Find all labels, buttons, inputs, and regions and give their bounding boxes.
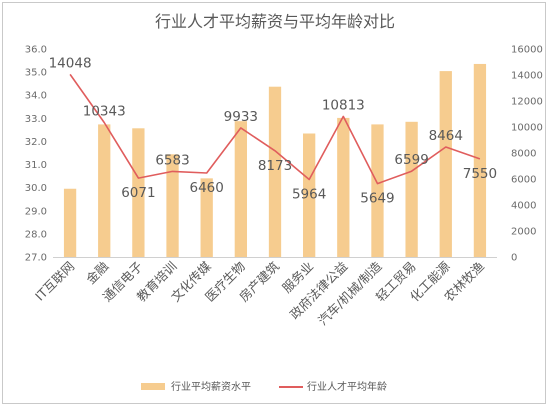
bar xyxy=(268,86,282,257)
right-tick-label: 12000 xyxy=(511,97,543,108)
bar xyxy=(98,124,111,258)
data-label: 7550 xyxy=(463,166,497,182)
right-tick-label: 4000 xyxy=(511,201,536,212)
right-tick-label: 16000 xyxy=(511,45,543,56)
data-label: 8464 xyxy=(429,128,463,144)
bar xyxy=(303,133,316,257)
data-label: 6599 xyxy=(394,152,428,168)
line-series xyxy=(69,73,481,185)
bar xyxy=(200,178,213,257)
bar-series xyxy=(63,63,487,258)
bar xyxy=(405,121,418,257)
category-label: 金融 xyxy=(83,258,112,287)
left-tick-label: 28.0 xyxy=(25,229,47,240)
left-tick-label: 32.0 xyxy=(25,137,47,148)
left-tick-label: 31.0 xyxy=(25,160,47,171)
data-label: 9933 xyxy=(224,109,258,125)
legend-bar-label: 行业平均薪资水平 xyxy=(171,380,251,393)
legend-bar-swatch xyxy=(141,383,165,390)
data-label: 14048 xyxy=(49,55,92,71)
right-tick-label: 8000 xyxy=(511,149,536,160)
right-tick-label: 10000 xyxy=(511,123,543,134)
left-tick-label: 35.0 xyxy=(25,68,47,79)
left-tick-label: 36.0 xyxy=(25,45,47,56)
chart-frame: 行业人才平均薪资与平均年龄对比 27.0 28.0 29.0 30.0 31.0 32.0… xyxy=(2,2,546,404)
left-axis: 27.0 28.0 29.0 30.0 31.0 32.0 33.0 34.0 35.0 36.0 xyxy=(25,45,47,264)
right-tick-label: 14000 xyxy=(511,71,543,82)
right-axis: 0 2000 4000 6000 8000 10000 12000 14000 16000 xyxy=(511,45,543,264)
data-label: 10813 xyxy=(322,97,365,113)
data-label: 6071 xyxy=(121,185,155,201)
legend: 行业平均薪资水平 行业人才平均年龄 xyxy=(141,380,387,393)
data-label: 5964 xyxy=(292,186,326,202)
chart-svg: 行业人才平均薪资与平均年龄对比 27.0 28.0 29.0 30.0 31.0 32.0… xyxy=(25,12,543,393)
category-labels: IT互联网 金融通信电子教育培训文化传媒医疗生物房产建筑服务业政府法律公益汽车/机… xyxy=(32,258,487,328)
data-label: 6583 xyxy=(155,152,189,168)
left-tick-label: 30.0 xyxy=(25,183,47,194)
data-label: 10343 xyxy=(83,104,126,120)
bar xyxy=(473,63,487,258)
data-label: 5649 xyxy=(360,191,394,207)
data-label: 8173 xyxy=(258,158,292,174)
left-tick-label: 34.0 xyxy=(25,91,47,102)
left-tick-label: 29.0 xyxy=(25,206,47,217)
bar xyxy=(63,188,77,257)
category-label: IT互联网 xyxy=(32,259,77,304)
bar xyxy=(337,117,350,258)
bar xyxy=(166,154,179,257)
data-label: 6460 xyxy=(190,180,224,196)
line-path xyxy=(69,73,481,185)
bar xyxy=(132,128,145,257)
bar xyxy=(234,121,247,258)
right-tick-label: 2000 xyxy=(511,227,536,238)
left-tick-label: 33.0 xyxy=(25,114,47,125)
legend-line-label: 行业人才平均年龄 xyxy=(307,380,387,393)
right-tick-label: 0 xyxy=(511,253,517,264)
bar xyxy=(439,71,452,257)
right-tick-label: 6000 xyxy=(511,175,536,186)
left-tick-label: 27.0 xyxy=(25,253,47,264)
chart-title: 行业人才平均薪资与平均年龄对比 xyxy=(155,12,395,31)
bar xyxy=(371,124,384,258)
